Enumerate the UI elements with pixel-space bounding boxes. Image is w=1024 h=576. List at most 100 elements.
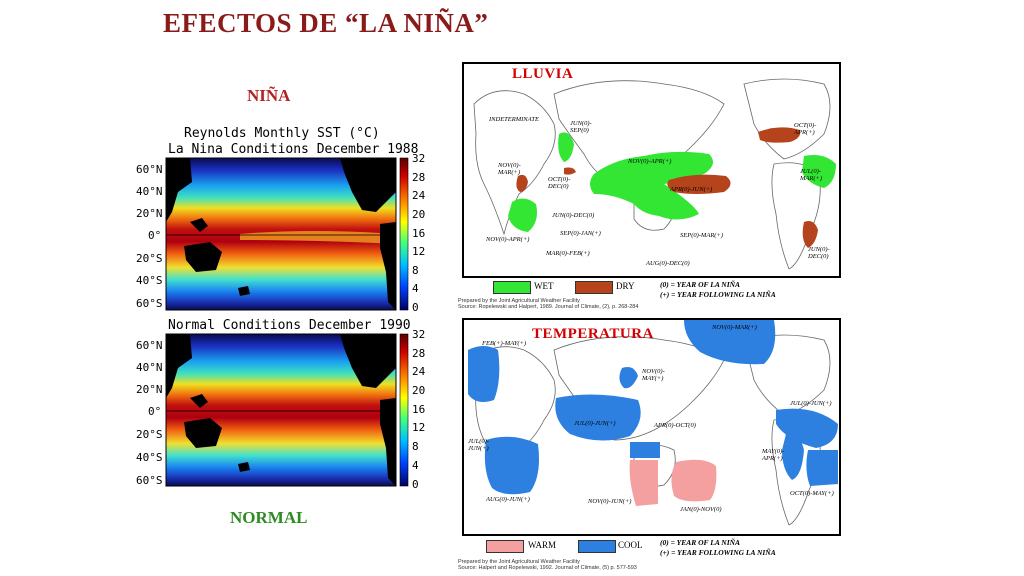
- south-america-land: [380, 398, 396, 486]
- anno-nov-apr-asia: NOV(0)-APR(+): [628, 158, 672, 165]
- south-america-land: [380, 222, 396, 310]
- lluvia-note-1: (0) = YEAR OF LA NIÑA: [660, 280, 741, 289]
- anno-aug-jun: AUG(0)-JUN(+): [486, 496, 530, 503]
- lat-tick: 60°S: [136, 297, 163, 310]
- cold-tongue: [240, 231, 396, 244]
- warm-region: [671, 459, 717, 502]
- lat-tick: 60°N: [136, 163, 163, 176]
- dry-region: [802, 221, 818, 248]
- lat-tick: 20°S: [136, 428, 163, 441]
- temperatura-source-2: Source: Halpert and Ropelewski, 1992. Jo…: [458, 565, 637, 571]
- anno-indeterminate: INDETERMINATE: [489, 116, 539, 123]
- cool-region: [684, 320, 776, 365]
- nina-label: NIÑA: [247, 86, 291, 105]
- anno-nov-mar-top: NOV(0)-MAR(+): [712, 324, 757, 331]
- anno-sep-jan: SEP(0)-JAN(+): [560, 230, 601, 237]
- lluvia-title: LLUVIA: [512, 66, 574, 82]
- temperatura-note-2: (+) = YEAR FOLLOWING LA NIÑA: [660, 548, 776, 557]
- islands-land: [190, 394, 208, 408]
- anno-jul-jun-asia: JUL(0)-JUN(+): [574, 420, 616, 427]
- legend-dry-swatch: [575, 281, 613, 294]
- lat-tick: 40°S: [136, 451, 163, 464]
- anno-nov-mar-africa: NOV(0)- MAR(+): [498, 162, 521, 176]
- sst-map-normal: [165, 333, 409, 487]
- lluvia-source-1: Prepared by the Joint Agricultural Weath…: [458, 298, 580, 304]
- anno-nov-jun: NOV(0)-JUN(+): [588, 498, 632, 505]
- anno-jan-nov: JAN(0)-NOV(0): [680, 506, 722, 513]
- anno-jul-mar: JUL(0)- MAR(+): [800, 168, 823, 182]
- dry-region: [667, 174, 731, 194]
- colorbar-tick: 0: [412, 301, 419, 314]
- cool-region: [468, 346, 500, 402]
- dry-region: [564, 167, 576, 175]
- colorbar-top: [399, 157, 409, 311]
- wet-region: [802, 155, 836, 188]
- north-america-land: [340, 334, 396, 388]
- anno-sep-mar: SEP(0)-MAR(+): [680, 232, 724, 239]
- asia-land: [166, 158, 192, 222]
- anno-nov-may: NOV(0)- MAY(+): [642, 368, 665, 382]
- asia-land: [166, 334, 192, 398]
- colorbar-tick: 4: [412, 459, 419, 472]
- sst-header: Reynolds Monthly SST (°C): [184, 126, 380, 141]
- cool-region: [806, 450, 838, 486]
- lluvia-note-2: (+) = YEAR FOLLOWING LA NIÑA: [660, 290, 776, 299]
- normal-label: NORMAL: [230, 508, 308, 527]
- north-america-land: [340, 158, 396, 212]
- temperatura-source-1: Prepared by the Joint Agricultural Weath…: [458, 559, 580, 565]
- colorbar-tick: 0: [412, 478, 419, 491]
- anno-jun-sep: JUN(0)- SEP(0): [570, 120, 592, 134]
- colorbar-tick: 12: [412, 421, 426, 434]
- colorbar-tick: 24: [412, 365, 426, 378]
- slide-title: EFECTOS DE “LA NIÑA”: [163, 8, 489, 38]
- dry-region: [758, 127, 801, 143]
- anno-oct-apr: OCT(0)- APR(+): [794, 122, 817, 136]
- lat-tick: 20°N: [136, 383, 163, 396]
- colorbar-tick: 16: [412, 227, 426, 240]
- wet-region: [590, 151, 713, 220]
- colorbar-tick: 16: [412, 403, 426, 416]
- legend-cool-label: COOL: [618, 540, 643, 550]
- colorbar-tick: 28: [412, 347, 426, 360]
- anno-jul-jun-sa: JUL(0)-JUN(+): [790, 400, 832, 407]
- anno-apr-jun: APR(0)-JUN(+): [670, 186, 713, 193]
- warm-region: [629, 460, 658, 506]
- lat-tick: 60°N: [136, 339, 163, 352]
- legend-warm-swatch: [486, 540, 524, 553]
- lat-tick: 20°S: [136, 252, 163, 265]
- legend-warm-label: WARM: [528, 540, 557, 550]
- colorbar-tick: 28: [412, 171, 426, 184]
- colorbar-tick: 8: [412, 264, 419, 277]
- nz-land: [238, 286, 250, 296]
- colorbar-tick: 20: [412, 208, 426, 221]
- colorbar-tick: 4: [412, 282, 419, 295]
- lat-tick: 40°S: [136, 274, 163, 287]
- colorbar-tick: 8: [412, 440, 419, 453]
- cool-region: [484, 436, 539, 495]
- sst-top-caption: La Nina Conditions December 1988: [168, 142, 419, 157]
- cool-region: [630, 442, 660, 458]
- sst-map-lanina: [165, 157, 409, 311]
- temperatura-title: TEMPERATURA: [532, 326, 654, 342]
- lat-tick: 40°N: [136, 185, 163, 198]
- wet-region: [558, 132, 574, 162]
- cool-region: [619, 367, 638, 389]
- anno-may-apr: MAY(0)- APR(+): [762, 448, 785, 462]
- lluvia-map: [473, 78, 836, 270]
- lat-tick: 60°S: [136, 474, 163, 487]
- anno-jun-dec: JUN(0)-DEC(0): [552, 212, 595, 219]
- cool-region: [782, 433, 804, 480]
- temperatura-map: [468, 320, 838, 526]
- lluvia-source-2: Source: Ropelewski and Halpert, 1989. Jo…: [458, 304, 639, 310]
- lat-tick: 20°N: [136, 207, 163, 220]
- anno-oct-may: OCT(0)-MAY(+): [790, 490, 834, 497]
- australia-land: [184, 418, 222, 448]
- lluvia-map-panel: LLUVIA INDETERMINATE JUN(0)- SEP(0) NOV(…: [462, 62, 841, 278]
- sst-bottom-caption: Normal Conditions December 1990: [168, 318, 411, 333]
- nz-land: [238, 462, 250, 472]
- colorbar-tick: 20: [412, 384, 426, 397]
- colorbar-bottom: [399, 333, 409, 487]
- anno-mar-feb: MAR(0)-FEB(+): [546, 250, 590, 257]
- cool-region: [555, 394, 641, 441]
- colorbar-tick: 32: [412, 152, 426, 165]
